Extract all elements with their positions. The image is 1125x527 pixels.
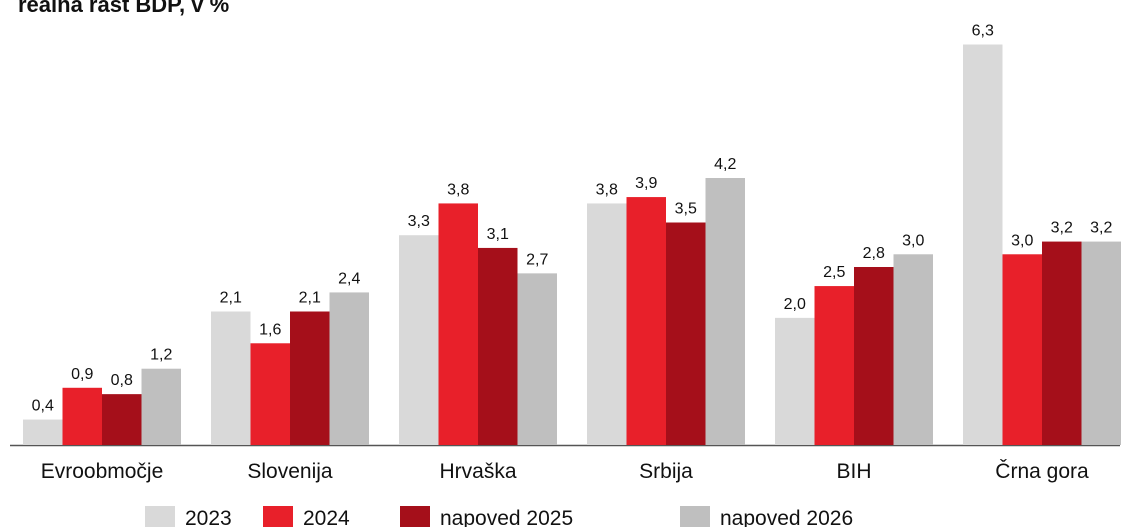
x-tick-label: Evroobmočje bbox=[41, 460, 164, 483]
data-label: 3,2 bbox=[1051, 220, 1073, 237]
legend-label: napoved 2025 bbox=[440, 507, 573, 527]
data-label: 2,7 bbox=[526, 251, 548, 268]
bar bbox=[517, 273, 557, 445]
data-label: 3,8 bbox=[596, 181, 618, 198]
data-label: 1,6 bbox=[259, 321, 281, 338]
bar bbox=[250, 343, 290, 445]
bar bbox=[62, 387, 102, 445]
data-label: 0,9 bbox=[71, 366, 93, 383]
bar bbox=[1042, 241, 1082, 445]
bar bbox=[399, 235, 439, 445]
legend-label: napoved 2026 bbox=[720, 507, 853, 527]
bar bbox=[102, 394, 142, 445]
bar bbox=[626, 197, 666, 445]
data-label: 2,1 bbox=[220, 290, 242, 307]
data-label: 3,1 bbox=[487, 226, 509, 243]
x-tick-label: BIH bbox=[836, 460, 871, 483]
data-label: 4,2 bbox=[714, 156, 736, 173]
legend-swatch bbox=[145, 506, 175, 527]
data-label: 3,9 bbox=[635, 175, 657, 192]
data-label: 3,0 bbox=[1011, 232, 1033, 249]
data-label: 3,8 bbox=[447, 181, 469, 198]
bar bbox=[290, 311, 330, 445]
bar bbox=[775, 317, 815, 445]
bar bbox=[963, 44, 1003, 445]
bar bbox=[211, 311, 251, 445]
data-label: 0,4 bbox=[32, 398, 54, 415]
legend-swatch bbox=[263, 506, 293, 527]
x-tick-label: Srbija bbox=[639, 460, 693, 483]
legend-swatch bbox=[680, 506, 710, 527]
data-label: 2,4 bbox=[338, 270, 360, 287]
data-label: 3,3 bbox=[408, 213, 430, 230]
data-label: 3,2 bbox=[1090, 220, 1112, 237]
bar bbox=[893, 254, 933, 445]
data-label: 2,8 bbox=[863, 245, 885, 262]
bar bbox=[666, 222, 706, 445]
x-tick-label: Hrvaška bbox=[439, 460, 516, 483]
data-label: 0,8 bbox=[111, 372, 133, 389]
data-label: 2,5 bbox=[823, 264, 845, 281]
bar bbox=[1002, 254, 1042, 445]
bar bbox=[141, 368, 181, 445]
bar bbox=[438, 203, 478, 445]
data-label: 2,0 bbox=[784, 296, 806, 313]
chart-title: realna rast BDP, v % bbox=[18, 0, 229, 17]
legend-label: 2023 bbox=[185, 507, 232, 527]
data-label: 3,5 bbox=[675, 201, 697, 218]
x-tick-label: Črna gora bbox=[995, 460, 1089, 483]
bar bbox=[23, 419, 63, 445]
bar bbox=[854, 267, 894, 445]
bar bbox=[1081, 241, 1121, 445]
data-label: 3,0 bbox=[902, 232, 924, 249]
bar bbox=[329, 292, 369, 445]
data-label: 6,3 bbox=[972, 23, 994, 40]
bar bbox=[705, 178, 745, 445]
x-tick-label: Slovenija bbox=[247, 460, 333, 483]
bar bbox=[478, 247, 518, 445]
bar bbox=[814, 286, 854, 445]
legend-label: 2024 bbox=[303, 507, 350, 527]
data-label: 1,2 bbox=[150, 347, 172, 364]
bar bbox=[587, 203, 627, 445]
data-label: 2,1 bbox=[299, 290, 321, 307]
legend-swatch bbox=[400, 506, 430, 527]
